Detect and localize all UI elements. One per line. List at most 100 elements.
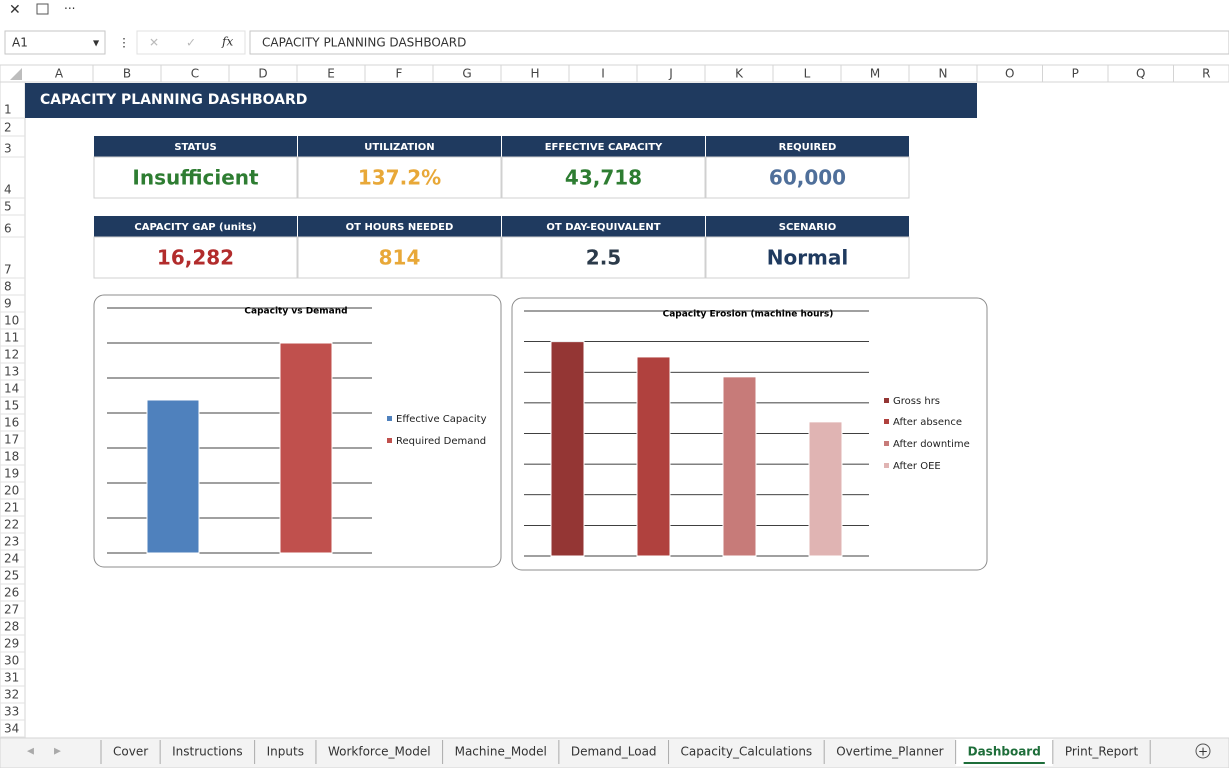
sheet-tab-label[interactable]: Capacity_Calculations — [681, 745, 813, 759]
column-header[interactable]: M — [870, 67, 880, 81]
row-header[interactable]: 34 — [4, 722, 19, 736]
row-header[interactable]: 33 — [4, 705, 19, 719]
kpi-value-bg — [501, 236, 706, 279]
kpi-label: UTILIZATION — [364, 142, 434, 153]
row-header[interactable]: 15 — [4, 399, 19, 413]
formula-input[interactable] — [249, 30, 1229, 55]
sheet-tab[interactable] — [824, 739, 956, 766]
row-header[interactable]: 23 — [4, 535, 19, 549]
add-sheet[interactable] — [1195, 743, 1211, 759]
column-header[interactable]: B — [123, 67, 131, 81]
add-sheet-plus[interactable]: + — [1198, 745, 1208, 759]
column-header[interactable]: E — [327, 67, 335, 81]
chart-title: Capacity vs Demand — [244, 307, 347, 317]
sheet-tab[interactable] — [442, 739, 559, 766]
function-icon[interactable]: fx — [221, 35, 233, 49]
kpi-value-bg — [705, 236, 910, 279]
row-header[interactable]: 27 — [4, 603, 19, 617]
legend-label: Gross hrs — [893, 396, 940, 407]
column-header[interactable]: Q — [1136, 67, 1145, 81]
sheet-tab-label[interactable]: Machine_Model — [455, 745, 547, 759]
row-header[interactable]: 31 — [4, 671, 19, 685]
formula-buttons — [136, 30, 246, 55]
row-header[interactable]: 28 — [4, 620, 19, 634]
row-header[interactable]: 25 — [4, 569, 19, 583]
row-header[interactable]: 2 — [4, 121, 12, 135]
row-header[interactable]: 17 — [4, 433, 19, 447]
row-header[interactable]: 5 — [4, 200, 12, 214]
kpi-value-bg — [705, 156, 910, 199]
kpi-label-bg — [298, 216, 501, 237]
row-header[interactable]: 3 — [4, 142, 12, 156]
row-header[interactable]: 8 — [4, 280, 12, 294]
row-header[interactable]: 4 — [4, 183, 12, 197]
row-header[interactable]: 30 — [4, 654, 19, 668]
column-header[interactable]: L — [804, 67, 811, 81]
sheet-tab-label[interactable]: Dashboard — [968, 745, 1041, 759]
sheet-tab[interactable] — [1052, 739, 1151, 766]
row-header[interactable]: 29 — [4, 637, 19, 651]
sheet-tab[interactable] — [254, 739, 316, 766]
sheet-tab[interactable] — [101, 739, 161, 766]
row-header[interactable]: 24 — [4, 552, 19, 566]
row-header[interactable]: 20 — [4, 484, 19, 498]
row-header[interactable]: 18 — [4, 450, 19, 464]
row-header[interactable]: 1 — [4, 103, 12, 117]
more-icon[interactable]: ··· — [64, 2, 75, 16]
column-header[interactable]: K — [735, 67, 744, 81]
column-header[interactable]: H — [530, 67, 539, 81]
kpi-value: Insufficient — [132, 166, 259, 190]
row-header[interactable]: 13 — [4, 365, 19, 379]
row-header[interactable]: 21 — [4, 501, 19, 515]
column-header[interactable]: O — [1005, 67, 1014, 81]
sheet-tab-label[interactable]: Demand_Load — [571, 745, 657, 759]
column-header[interactable]: G — [462, 67, 471, 81]
row-header[interactable]: 26 — [4, 586, 19, 600]
row-header[interactable]: 7 — [4, 263, 12, 277]
legend-swatch — [387, 438, 392, 443]
cancel-icon[interactable]: ✕ — [149, 36, 159, 50]
row-header[interactable]: 11 — [4, 331, 19, 345]
toolbar — [0, 0, 1229, 22]
dashboard-title: CAPACITY PLANNING DASHBOARD — [40, 92, 307, 108]
row-header[interactable]: 10 — [4, 314, 19, 328]
column-header[interactable]: C — [191, 67, 199, 81]
sheet-tab-label[interactable]: Cover — [113, 745, 148, 759]
tab-scroll-left[interactable]: ◀ — [27, 747, 34, 757]
row-header[interactable]: 22 — [4, 518, 19, 532]
row-header[interactable]: 19 — [4, 467, 19, 481]
sheet-tab[interactable] — [160, 739, 255, 766]
column-header[interactable]: A — [55, 67, 64, 81]
row-header[interactable]: 32 — [4, 688, 19, 702]
row-header[interactable]: 14 — [4, 382, 19, 396]
sheet-tab-label[interactable]: Print_Report — [1065, 745, 1139, 759]
kpi-label: OT DAY-EQUIVALENT — [546, 222, 660, 233]
sheet-tab[interactable] — [668, 739, 825, 766]
name-box-dropdown[interactable]: ▼ — [93, 39, 100, 48]
row-header[interactable]: 9 — [4, 297, 12, 311]
close-icon[interactable]: ✕ — [9, 2, 21, 18]
column-header[interactable]: P — [1072, 67, 1079, 81]
bar — [636, 356, 671, 557]
column-header[interactable]: D — [258, 67, 267, 81]
column-header[interactable]: N — [939, 67, 948, 81]
sheet-tab-label[interactable]: Instructions — [172, 745, 242, 759]
sheet-tab-label[interactable]: Inputs — [267, 745, 304, 759]
row-header[interactable]: 6 — [4, 222, 12, 236]
enter-icon[interactable]: ✓ — [186, 36, 196, 50]
column-header[interactable]: I — [601, 67, 605, 81]
column-header[interactable]: R — [1202, 67, 1210, 81]
column-header[interactable]: J — [668, 67, 673, 81]
sheet-tab[interactable] — [558, 739, 669, 766]
sheet-tab-label[interactable]: Workforce_Model — [328, 745, 431, 759]
tab-scroll-right[interactable]: ▶ — [54, 747, 61, 757]
row-header[interactable]: 16 — [4, 416, 19, 430]
share-icon[interactable] — [36, 3, 49, 15]
sheet-tab[interactable] — [315, 739, 443, 766]
name-box[interactable] — [4, 30, 106, 55]
sheet-tab-label[interactable]: Overtime_Planner — [836, 745, 943, 759]
row-header[interactable]: 12 — [4, 348, 19, 362]
select-all[interactable] — [10, 68, 22, 80]
column-header[interactable]: F — [396, 67, 403, 81]
active-sheet-tab[interactable] — [955, 739, 1053, 766]
